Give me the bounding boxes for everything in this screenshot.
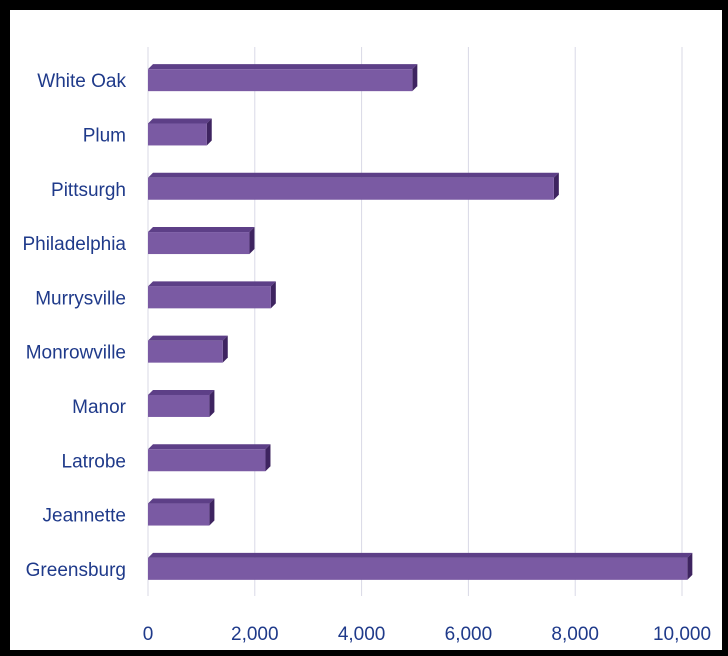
bar	[148, 444, 271, 472]
x-tick-label: 8,000	[551, 624, 599, 645]
x-tick-label: 2,000	[231, 624, 279, 645]
bar	[148, 118, 212, 146]
x-tick-label: 10,000	[653, 624, 711, 645]
category-label: Jeannette	[43, 506, 126, 527]
category-label: White Oak	[37, 71, 126, 92]
chart-frame: White Oak Plum Pittsurgh Philadelphia Murrys…	[10, 10, 722, 650]
bar	[148, 64, 418, 92]
x-tick-labels: 0 2,000 4,000 6,000 8,000 10,000	[143, 624, 711, 645]
category-label: Greensburg	[26, 560, 126, 581]
bar	[148, 498, 215, 526]
category-label: Monrowville	[26, 343, 126, 364]
category-label: Philadelphia	[22, 234, 126, 255]
bar	[148, 281, 276, 309]
bar	[148, 552, 693, 580]
gridlines	[147, 47, 683, 596]
bar-chart: White Oak Plum Pittsurgh Philadelphia Murrys…	[22, 47, 711, 645]
x-tick-label: 6,000	[445, 624, 493, 645]
category-label: Pittsurgh	[51, 180, 126, 201]
bar	[148, 335, 228, 363]
category-label: Latrobe	[62, 451, 126, 472]
bars	[148, 64, 693, 580]
x-tick-label: 0	[143, 624, 154, 645]
bar	[148, 172, 559, 200]
category-label: Manor	[72, 397, 127, 418]
category-label: Plum	[83, 125, 126, 146]
category-label: Murrysville	[35, 288, 126, 309]
bar	[148, 227, 255, 255]
x-tick-label: 4,000	[338, 624, 386, 645]
bar	[148, 389, 215, 417]
category-labels: White Oak Plum Pittsurgh Philadelphia Murrys…	[22, 71, 126, 581]
